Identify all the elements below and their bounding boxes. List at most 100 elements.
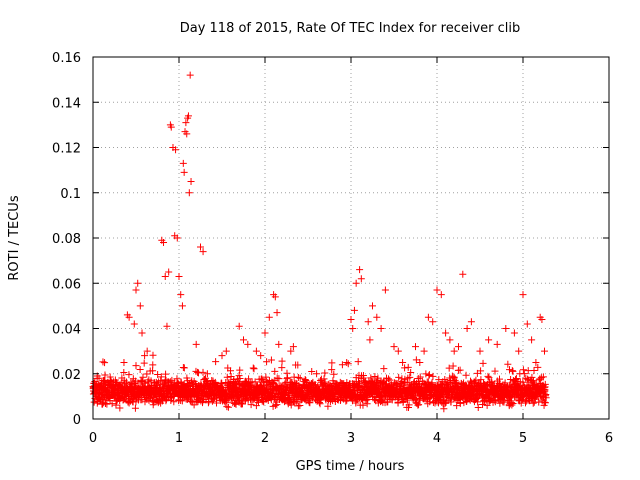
y-tick-label: 0.1 bbox=[60, 187, 81, 202]
background-point bbox=[149, 351, 157, 359]
data-point bbox=[442, 329, 450, 337]
data-point bbox=[273, 309, 281, 317]
data-point bbox=[161, 272, 169, 280]
data-point bbox=[369, 302, 376, 310]
background-point bbox=[262, 373, 270, 381]
background-point bbox=[140, 359, 148, 367]
background-point bbox=[477, 367, 485, 375]
background-point bbox=[474, 403, 482, 411]
background-point bbox=[294, 361, 302, 369]
data-point bbox=[187, 177, 195, 185]
data-point bbox=[177, 291, 185, 299]
y-tick-label: 0.02 bbox=[52, 368, 81, 383]
background-point bbox=[435, 376, 443, 384]
data-point bbox=[160, 239, 168, 247]
data-point bbox=[167, 123, 175, 131]
data-point bbox=[192, 340, 200, 348]
background-point bbox=[296, 374, 304, 382]
data-point bbox=[203, 370, 211, 378]
data-point bbox=[538, 315, 546, 323]
data-point bbox=[455, 343, 462, 351]
x-tick-label: 4 bbox=[433, 431, 441, 446]
background-point bbox=[508, 367, 516, 375]
background-point bbox=[212, 358, 220, 366]
y-tick-label: 0.04 bbox=[52, 323, 81, 338]
data-point bbox=[271, 293, 279, 301]
background-point bbox=[541, 380, 549, 388]
background-point bbox=[235, 372, 243, 380]
data-point bbox=[261, 329, 269, 337]
data-point bbox=[240, 336, 247, 344]
background-point bbox=[425, 372, 433, 380]
y-tick-label: 0.06 bbox=[52, 277, 81, 292]
data-point bbox=[130, 320, 138, 328]
data-point bbox=[265, 313, 273, 321]
y-tick-label: 0.08 bbox=[52, 232, 81, 247]
background-point bbox=[364, 395, 372, 403]
data-point bbox=[356, 266, 364, 274]
background-point bbox=[509, 399, 517, 407]
background-point bbox=[225, 378, 233, 386]
data-point bbox=[186, 71, 194, 79]
background-point bbox=[317, 377, 325, 385]
background-point bbox=[386, 376, 394, 384]
background-point bbox=[202, 374, 210, 382]
background-point bbox=[485, 374, 493, 382]
background-point bbox=[278, 357, 286, 365]
background-point bbox=[413, 399, 421, 407]
background-point bbox=[119, 396, 127, 404]
data-point bbox=[357, 275, 365, 283]
x-tick-label: 1 bbox=[175, 431, 183, 446]
data-point bbox=[343, 358, 351, 366]
data-point bbox=[175, 272, 183, 280]
background-point bbox=[479, 359, 487, 367]
background-point bbox=[509, 367, 517, 375]
data-point bbox=[183, 130, 191, 138]
background-point bbox=[267, 356, 275, 364]
background-point bbox=[149, 367, 157, 375]
data-point bbox=[412, 343, 419, 351]
data-point bbox=[275, 340, 283, 348]
data-point bbox=[420, 347, 428, 355]
background-point bbox=[429, 372, 437, 380]
axis-ticks: 0 1 2 3 4 5 6 0 0.02 0.04 0.06 0.08 0.1 0.12 0.14 0.16 bbox=[52, 51, 613, 446]
data-point bbox=[433, 286, 441, 294]
data-point bbox=[338, 361, 346, 369]
background-point bbox=[131, 404, 139, 412]
background-point bbox=[529, 377, 537, 385]
background-point bbox=[451, 379, 459, 387]
data-point bbox=[165, 268, 173, 276]
background-point bbox=[180, 364, 188, 372]
data-point bbox=[222, 347, 230, 355]
background-point bbox=[321, 378, 329, 386]
background-point bbox=[378, 397, 386, 405]
data-point bbox=[523, 320, 531, 328]
data-point bbox=[125, 313, 133, 321]
background-point bbox=[101, 371, 109, 379]
data-point bbox=[132, 286, 140, 294]
background-point bbox=[170, 398, 178, 406]
background-point bbox=[157, 373, 165, 381]
background-point bbox=[462, 371, 470, 379]
background-point bbox=[539, 373, 547, 381]
data-point bbox=[172, 146, 180, 154]
data-point bbox=[352, 279, 360, 287]
y-tick-label: 0.16 bbox=[52, 51, 81, 66]
data-point bbox=[143, 347, 151, 355]
background-point bbox=[328, 366, 336, 374]
background-point bbox=[139, 373, 147, 381]
data-point bbox=[182, 119, 190, 127]
background-point bbox=[508, 401, 516, 409]
data-point bbox=[485, 336, 493, 344]
x-tick-label: 2 bbox=[261, 431, 269, 446]
data-point bbox=[347, 315, 355, 323]
background-point bbox=[294, 374, 302, 382]
background-point bbox=[121, 380, 129, 388]
data-point bbox=[437, 291, 445, 299]
background-point bbox=[529, 399, 537, 407]
x-tick-label: 3 bbox=[347, 431, 355, 446]
background-point bbox=[190, 401, 198, 409]
background-point bbox=[534, 363, 542, 371]
background-point bbox=[456, 399, 464, 407]
background-point bbox=[101, 399, 109, 407]
